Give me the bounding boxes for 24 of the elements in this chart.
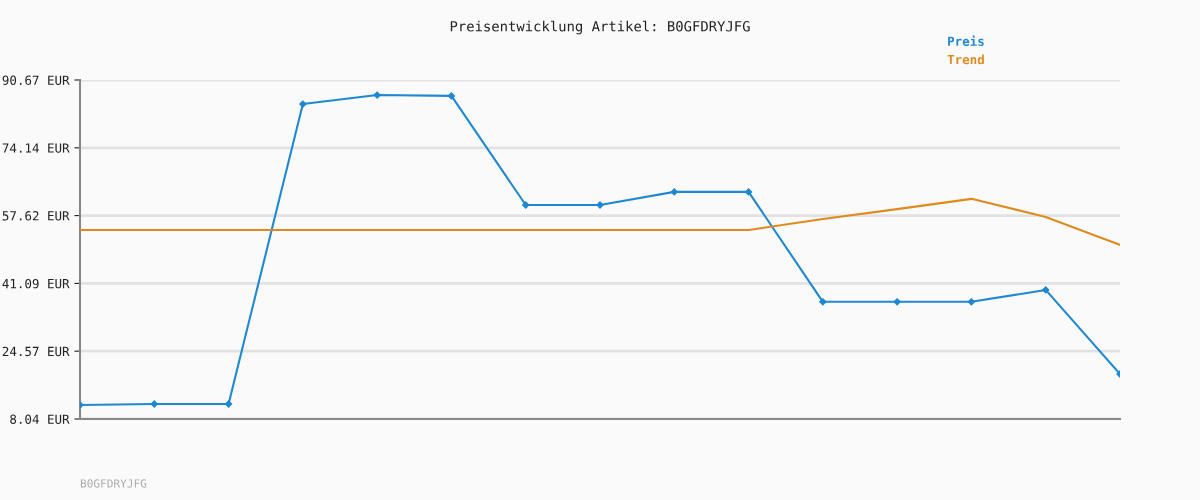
y-tick-label: 24.57 EUR	[2, 346, 70, 357]
y-tick-label: 90.67 EUR	[2, 75, 70, 85]
y-tick-label: 57.62 EUR	[2, 211, 70, 221]
point	[670, 188, 678, 196]
chart-title: Preisentwicklung Artikel: B0GFDRYJFG	[450, 20, 750, 35]
text: Trend	[947, 54, 984, 65]
point	[1042, 286, 1050, 294]
point	[373, 91, 381, 99]
text: B0GFDRYJFG	[80, 479, 147, 488]
text: Preis	[948, 35, 984, 46]
point	[447, 92, 456, 100]
point	[299, 100, 307, 108]
y-tick-label: 41.09 EUR	[2, 278, 70, 289]
point	[224, 400, 233, 408]
point	[819, 298, 827, 306]
point	[522, 201, 530, 209]
point	[744, 188, 753, 196]
point	[893, 298, 901, 306]
point	[967, 298, 976, 306]
line-series	[80, 91, 1120, 409]
line-series	[80, 197, 1120, 246]
y-tick-label: 8.04 EUR	[10, 414, 70, 424]
point	[150, 400, 158, 408]
y-tick-label: 74.14 EUR	[2, 143, 70, 153]
